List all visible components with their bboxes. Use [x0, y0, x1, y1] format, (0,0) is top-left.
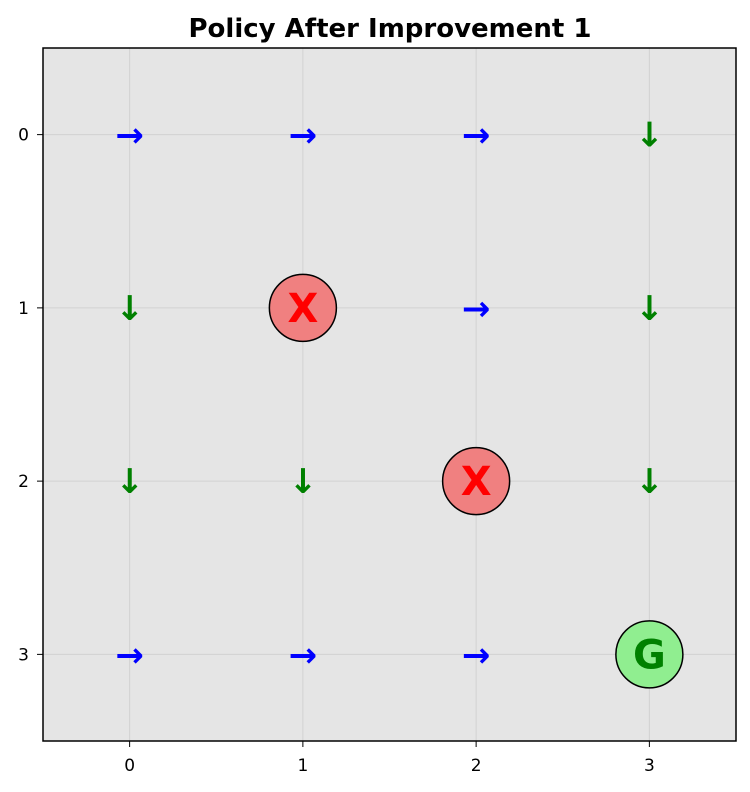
goal-marker — [615, 620, 684, 689]
x-tick-label: 1 — [297, 756, 308, 776]
axis-ticks: 0 1 2 3 0 1 2 3 — [18, 126, 655, 776]
y-tick-label: 0 — [18, 126, 29, 146]
right-arrow-icon: → — [115, 635, 144, 675]
right-arrow-icon: → — [462, 289, 491, 329]
right-arrow-icon: → — [462, 635, 491, 675]
hole-label: X — [287, 286, 318, 332]
down-arrow-icon: ↓ — [635, 116, 664, 156]
plot-background — [43, 48, 736, 741]
right-arrow-icon: → — [289, 635, 318, 675]
x-tick-label: 2 — [471, 756, 482, 776]
y-tick-label: 3 — [18, 645, 29, 665]
x-tick-label: 0 — [124, 756, 135, 776]
hole-marker — [441, 446, 511, 516]
x-tick-label: 3 — [644, 756, 655, 776]
down-arrow-icon: ↓ — [115, 462, 144, 502]
chart-title: Policy After Improvement 1 — [189, 14, 592, 44]
hole-label: X — [461, 459, 492, 505]
right-arrow-icon: → — [115, 116, 144, 156]
right-arrow-icon: → — [289, 116, 318, 156]
down-arrow-icon: ↓ — [289, 462, 318, 502]
hole-marker — [268, 273, 338, 343]
down-arrow-icon: ↓ — [635, 289, 664, 329]
plot-frame — [42, 47, 737, 742]
policy-arrows: → → → ↓ ↓ → ↓ ↓ ↓ ↓ → → → — [115, 116, 663, 676]
cell-markers: X X G — [268, 273, 684, 689]
right-arrow-icon: → — [462, 116, 491, 156]
y-tick-label: 1 — [18, 299, 29, 319]
down-arrow-icon: ↓ — [635, 462, 664, 502]
down-arrow-icon: ↓ — [115, 289, 144, 329]
grid-lines — [43, 48, 736, 741]
goal-label: G — [633, 632, 666, 678]
y-tick-label: 2 — [18, 472, 29, 492]
